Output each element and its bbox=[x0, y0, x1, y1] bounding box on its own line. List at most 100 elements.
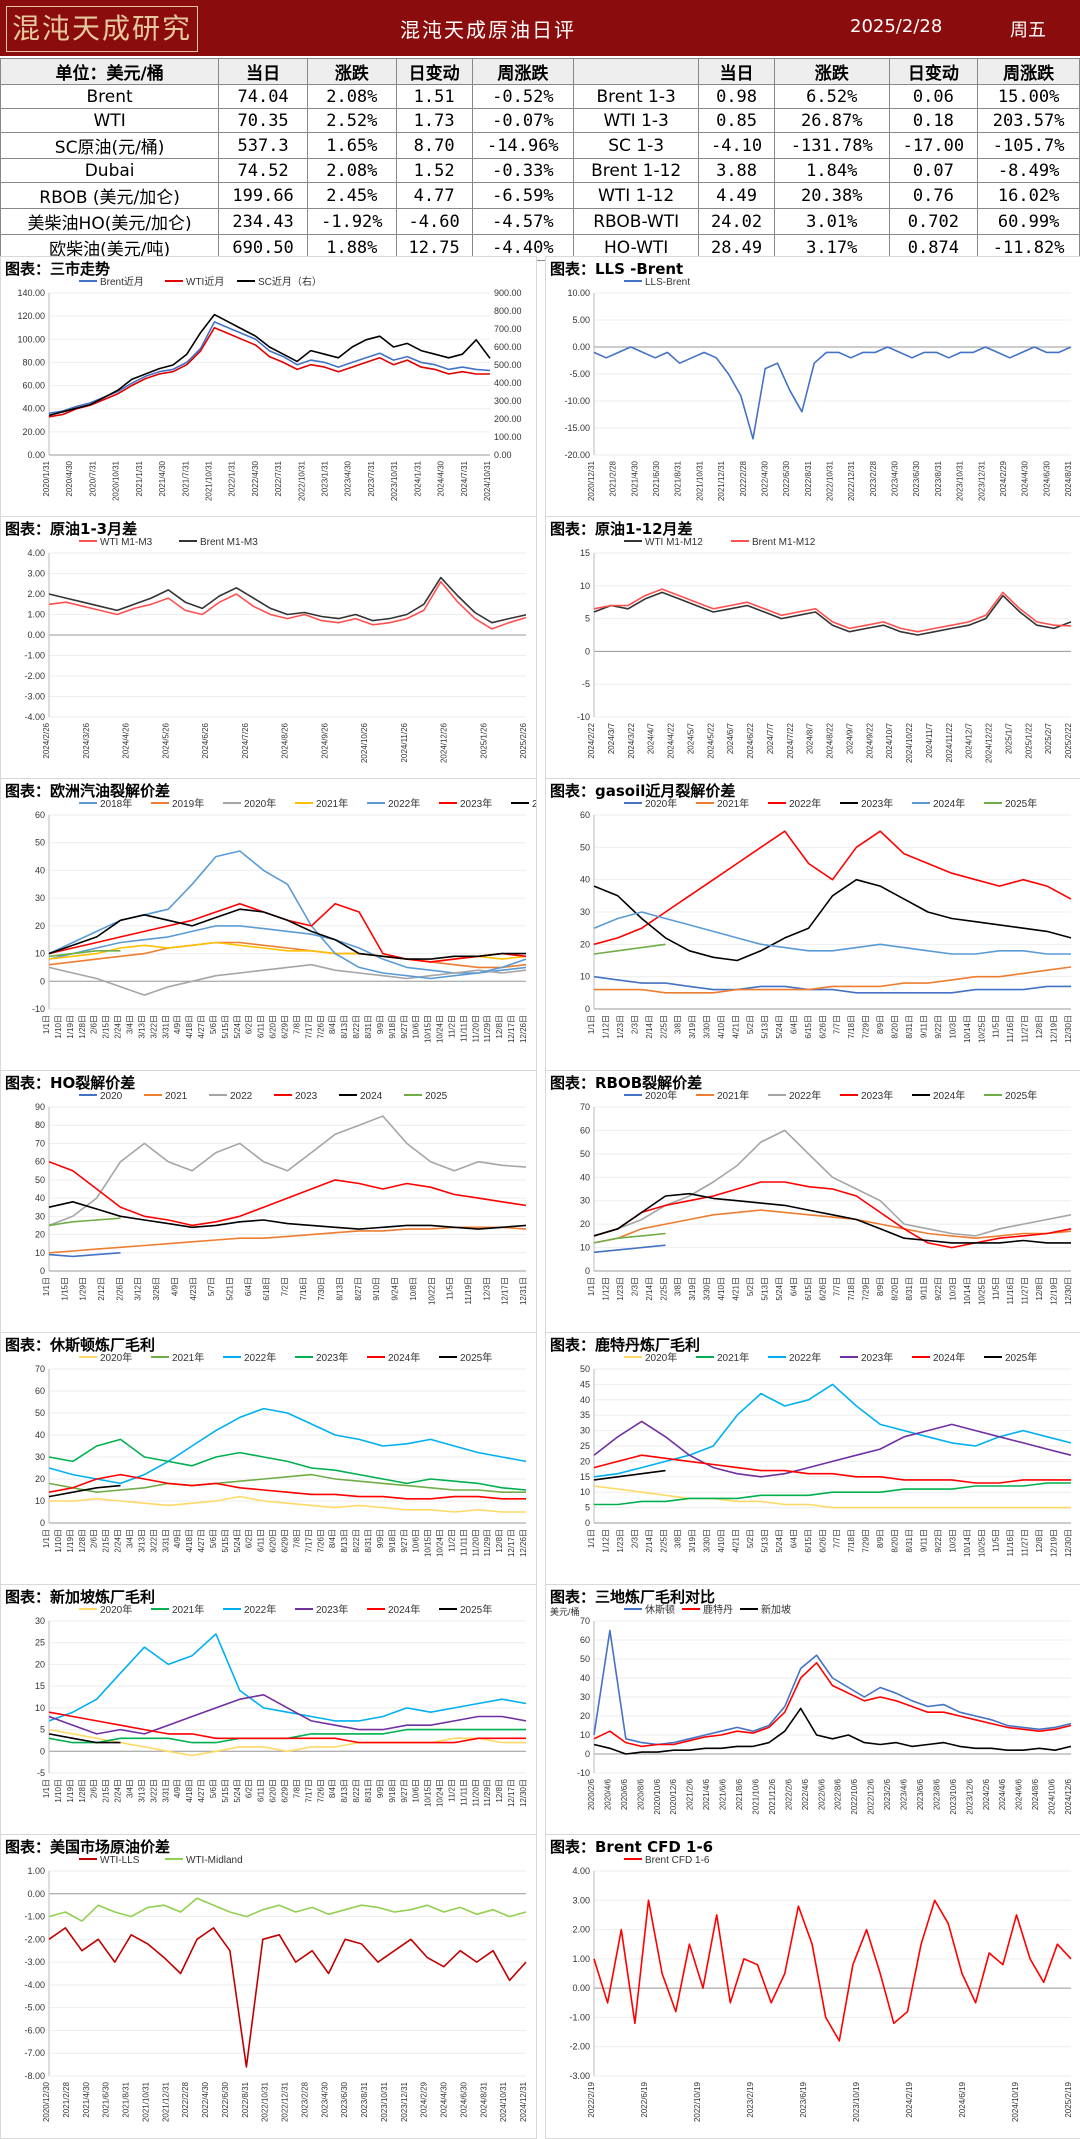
series-line bbox=[593, 1192, 1071, 1244]
y-tick-label: -3.00 bbox=[569, 2071, 590, 2081]
x-tick-label: 10/24日 bbox=[436, 1779, 445, 1807]
x-tick-label: 8/31日 bbox=[905, 1015, 914, 1039]
x-tick-label: 2024/4/30 bbox=[440, 2081, 449, 2117]
x-tick-label: 12/30日 bbox=[1064, 1529, 1073, 1557]
x-tick-label: 10/8日 bbox=[409, 1277, 418, 1301]
y2-tick-label: 800.00 bbox=[494, 306, 522, 316]
legend-label: Brent M1-M12 bbox=[752, 537, 816, 548]
x-tick-label: 3/19日 bbox=[688, 1015, 697, 1039]
x-tick-label: 2020/1/31 bbox=[42, 460, 51, 496]
y-tick-label: 40 bbox=[580, 1172, 590, 1182]
y2-tick-label: 600.00 bbox=[494, 342, 522, 352]
y-tick-label: -10 bbox=[577, 712, 590, 722]
series-line bbox=[593, 1485, 1071, 1509]
y-tick-label: -4.00 bbox=[24, 1980, 45, 1990]
chart-panel: 图表：原油1-3月差 WTI M1-M3 Brent M1-M3 -4.00 -3.00… bbox=[0, 516, 537, 780]
chart-panel: 图表：美国市场原油价差 WTI-LLS WTI-Midland -8.00 -7.00 -… bbox=[0, 1834, 537, 2139]
table-cell: 1.73 bbox=[395, 108, 473, 133]
x-tick-label: 2024/6/26 bbox=[201, 722, 210, 758]
y-tick-label: 3.00 bbox=[572, 1895, 590, 1905]
legend-label: WTI-Midland bbox=[186, 1855, 243, 1866]
legend-label: 2025 bbox=[425, 1091, 448, 1102]
x-tick-label: 1/29日 bbox=[79, 1277, 88, 1301]
x-tick-label: 12/17日 bbox=[501, 1277, 510, 1305]
legend-label: 2021 bbox=[165, 1091, 188, 1102]
x-tick-label: 2022/10/19 bbox=[693, 2081, 702, 2122]
x-tick-label: 6/4日 bbox=[789, 1529, 798, 1548]
series-line bbox=[593, 1181, 1072, 1249]
x-tick-label: 7/2日 bbox=[281, 1277, 290, 1296]
x-tick-label: 2024/4/30 bbox=[1021, 460, 1030, 496]
table-cell: 1.52 bbox=[395, 158, 473, 183]
y-tick-label: 50 bbox=[580, 842, 590, 852]
y-tick-label: 80.00 bbox=[22, 357, 45, 367]
y-tick-label: 80 bbox=[35, 1120, 45, 1130]
x-tick-label: 1/10日 bbox=[54, 1529, 63, 1553]
chart-panel: 图表：LLS -Brent LLS-Brent -20.00 -15.00 -10.00… bbox=[545, 256, 1080, 518]
chart-title: 图表：原油1-3月差 bbox=[5, 520, 138, 538]
x-tick-label: 2024/12/26 bbox=[440, 722, 449, 763]
x-tick-label: 2022/6/6 bbox=[817, 1778, 826, 1810]
y2-tick-label: 300.00 bbox=[494, 396, 522, 406]
x-tick-label: 12/8日 bbox=[495, 1529, 504, 1553]
x-tick-label: 2023/12/31 bbox=[977, 460, 986, 501]
x-tick-label: 2024/5/26 bbox=[161, 722, 170, 758]
x-tick-label: 2021/4/30 bbox=[630, 460, 639, 496]
legend-label: 2019年 bbox=[172, 797, 204, 810]
x-tick-label: 4/18日 bbox=[185, 1015, 194, 1039]
x-tick-label: 3/31日 bbox=[161, 1015, 170, 1039]
legend-label: 2023年 bbox=[316, 1603, 348, 1616]
x-tick-label: 3/8日 bbox=[674, 1277, 683, 1296]
x-tick-label: 7/29日 bbox=[862, 1015, 871, 1039]
y-tick-label: 35 bbox=[580, 1410, 590, 1420]
x-tick-label: 1/1日 bbox=[42, 1277, 51, 1296]
x-tick-label: 2024/10/22 bbox=[905, 722, 914, 763]
table-cell: SC原油(元/桶) bbox=[0, 132, 220, 159]
x-tick-label: 8/31日 bbox=[364, 1015, 373, 1039]
y-tick-label: 40 bbox=[35, 1193, 45, 1203]
x-tick-label: 2024/8/22 bbox=[826, 722, 835, 758]
table-cell: 537.3 bbox=[218, 132, 308, 159]
x-tick-label: 10/25日 bbox=[977, 1529, 986, 1557]
x-tick-label: 3/22日 bbox=[149, 1779, 158, 1803]
x-tick-label: 7/29日 bbox=[862, 1529, 871, 1553]
table-cell: 4.77 bbox=[395, 182, 473, 209]
table-header-cell: 日变动 bbox=[888, 58, 979, 85]
chart-svg: 2020年 2021年 2022年 2023年 2024年 2025年 -5 0 5 10 15 20… bbox=[35, 1603, 528, 1807]
x-tick-label: 6/15日 bbox=[804, 1529, 813, 1553]
x-tick-label: 3/30日 bbox=[703, 1015, 712, 1039]
x-tick-label: 2024/4/22 bbox=[667, 722, 676, 758]
x-tick-label: 2022/2/28 bbox=[181, 2081, 190, 2117]
table-cell: Brent bbox=[0, 84, 220, 109]
x-tick-label: 5/15日 bbox=[221, 1779, 230, 1803]
table-cell: 24.02 bbox=[698, 208, 775, 235]
x-tick-label: 9/27日 bbox=[400, 1529, 409, 1553]
table-row: Brent 74.04 2.08% 1.51 -0.52% Brent 1-3 0.98 6.… bbox=[0, 84, 1080, 109]
chart-panel: 图表：三地炼厂毛利对比 休斯顿 鹿特丹 新加坡 美元/桶 -10 0 10 20 30 40 50 60… bbox=[545, 1584, 1080, 1836]
x-tick-label: 2023/6/30 bbox=[340, 2081, 349, 2117]
x-tick-label: 8/9日 bbox=[876, 1529, 885, 1548]
x-tick-label: 2021/12/31 bbox=[717, 460, 726, 501]
x-tick-label: 3/13日 bbox=[137, 1529, 146, 1553]
x-tick-label: 5/6日 bbox=[209, 1015, 218, 1034]
legend-label: 2025年 bbox=[1005, 1351, 1037, 1364]
x-tick-label: 12/17日 bbox=[507, 1015, 516, 1043]
x-tick-label: 2021/10/31 bbox=[695, 460, 704, 501]
x-tick-label: 8/31日 bbox=[364, 1779, 373, 1803]
y-tick-label: 5 bbox=[40, 1725, 45, 1735]
x-tick-label: 5/24日 bbox=[775, 1529, 784, 1553]
x-tick-label: 11/20日 bbox=[471, 1015, 480, 1042]
table-cell: 0.85 bbox=[698, 108, 775, 133]
y-tick-label: 30 bbox=[35, 1616, 45, 1626]
x-tick-label: 2021/4/30 bbox=[82, 2081, 91, 2117]
table-cell: RBOB (美元/加仑) bbox=[0, 182, 220, 209]
x-tick-label: 2024/2/29 bbox=[999, 460, 1008, 496]
x-tick-label: 6/20日 bbox=[269, 1529, 278, 1553]
y-tick-label: -15.00 bbox=[564, 423, 590, 433]
y-tick-label: 40 bbox=[580, 1673, 590, 1683]
x-tick-label: 5/15日 bbox=[221, 1529, 230, 1553]
table-cell: 16.02% bbox=[977, 182, 1080, 209]
y-tick-label: 50 bbox=[580, 1364, 590, 1374]
x-tick-label: 3/22日 bbox=[149, 1015, 158, 1039]
table-row: WTI 70.35 2.52% 1.73 -0.07% WTI 1-3 0.85 26.87%… bbox=[0, 108, 1080, 133]
